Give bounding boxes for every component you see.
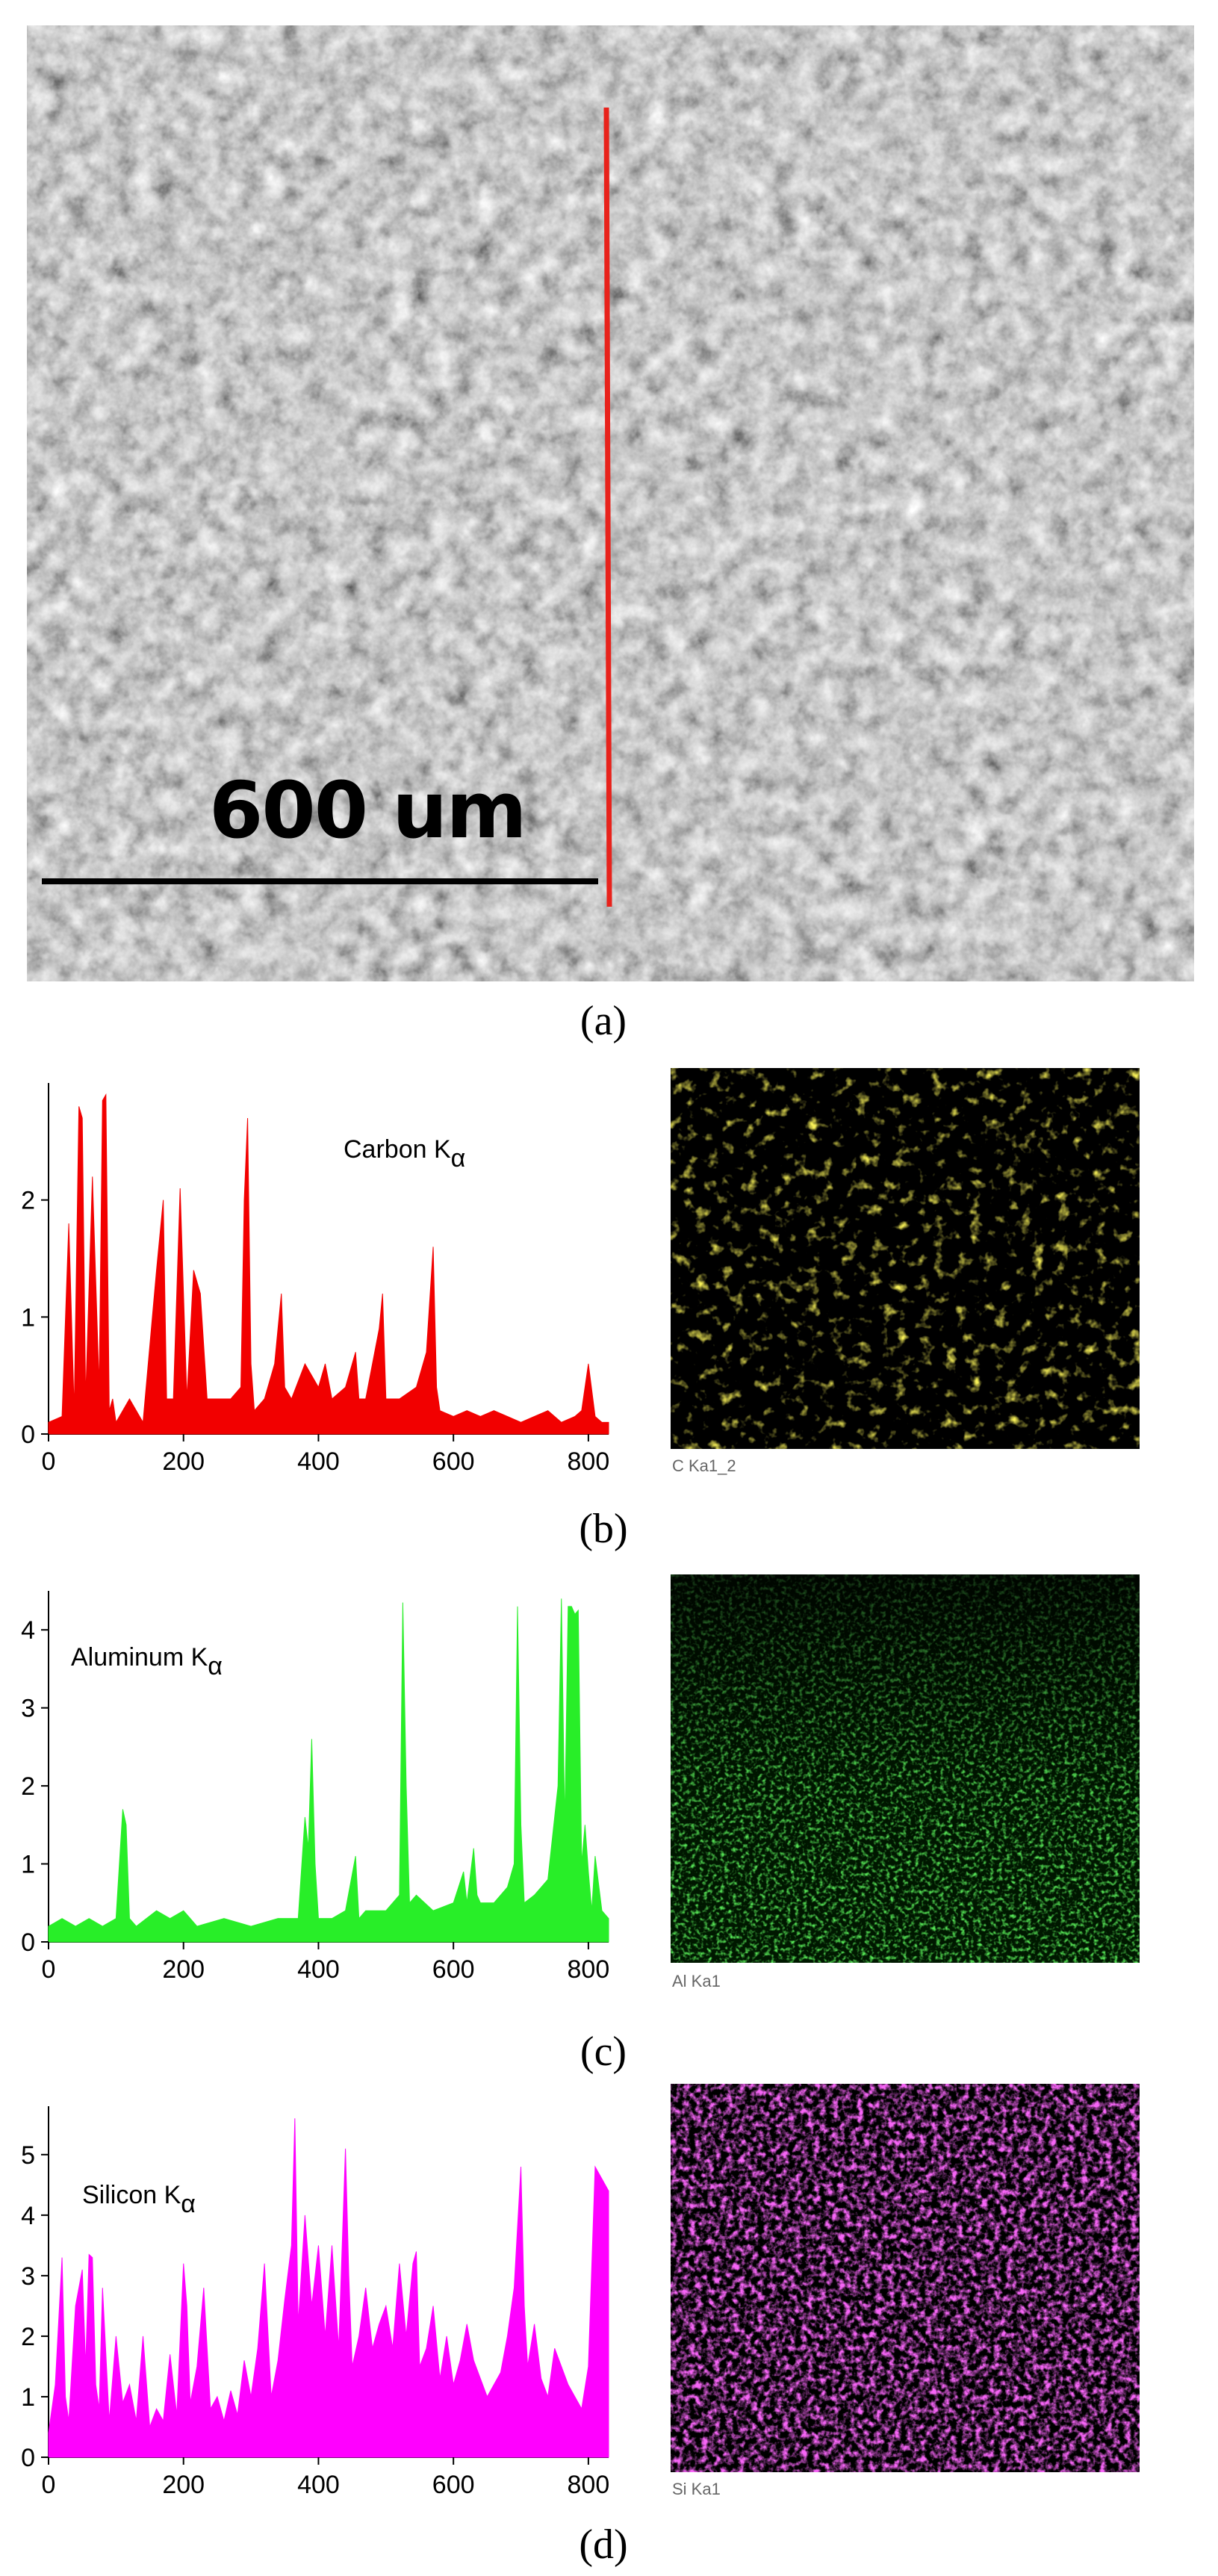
carbon-line-scan-chart: 0 1 2 0 200 400 600 800 Carbon Kα xyxy=(21,1083,610,1476)
series-label: Aluminum Kα xyxy=(71,1643,223,1680)
silicon-map-label: Si Ka1 xyxy=(672,2480,721,2498)
y-tick-label: 0 xyxy=(21,2444,35,2472)
x-tick-label: 400 xyxy=(297,2471,340,2499)
y-tick-label: 0 xyxy=(21,1421,35,1449)
silicon-map xyxy=(671,2084,1140,2472)
x-tick-label: 200 xyxy=(162,1447,205,1476)
x-tick-label: 0 xyxy=(42,1447,56,1476)
x-tick-label: 400 xyxy=(297,1447,340,1476)
y-tick-label: 4 xyxy=(21,2202,35,2230)
caption-d: (d) xyxy=(579,2521,628,2568)
aluminum-map-label: Al Ka1 xyxy=(672,1972,721,1990)
x-tick-label: 600 xyxy=(432,1955,475,1984)
y-tick-label: 3 xyxy=(21,1695,35,1723)
x-tick-label: 800 xyxy=(568,2471,610,2499)
silicon-map-image xyxy=(671,2084,1140,2472)
x-tick-label: 200 xyxy=(162,2471,205,2499)
caption-c: (c) xyxy=(580,2029,627,2075)
scale-bar-label: 600 um xyxy=(209,765,527,856)
line-scan-area xyxy=(48,2118,609,2458)
series-label-subscript: α xyxy=(451,1144,466,1173)
series-label-subscript: α xyxy=(181,2190,196,2218)
series-label: Silicon Kα xyxy=(82,2181,196,2218)
series-label-subscript: α xyxy=(208,1652,223,1680)
aluminum-map xyxy=(671,1574,1140,1963)
line-scan-marker xyxy=(603,107,612,907)
sem-micrograph xyxy=(27,25,1194,981)
x-tick-label: 600 xyxy=(432,1447,475,1476)
y-tick-label: 5 xyxy=(21,2141,35,2170)
caption-a: (a) xyxy=(580,998,627,1044)
carbon-map-image xyxy=(671,1068,1140,1449)
y-tick-label: 3 xyxy=(21,2262,35,2291)
x-tick-label: 0 xyxy=(42,1955,56,1984)
x-tick-label: 600 xyxy=(432,2471,475,2499)
caption-b: (b) xyxy=(579,1506,628,1552)
aluminum-line-scan-chart: 0 1 2 3 4 0 200 400 600 800 Aluminum Kα xyxy=(21,1591,610,1984)
carbon-map xyxy=(671,1068,1140,1449)
y-tick-label: 1 xyxy=(21,1851,35,1879)
y-tick-label: 1 xyxy=(21,2383,35,2412)
micrograph-panel: 600 um xyxy=(27,25,1194,981)
y-tick-label: 2 xyxy=(21,2323,35,2351)
x-tick-label: 0 xyxy=(42,2471,56,2499)
x-tick-label: 800 xyxy=(568,1955,610,1984)
x-tick-label: 200 xyxy=(162,1955,205,1984)
y-tick-label: 1 xyxy=(21,1303,35,1332)
line-scan-area xyxy=(48,1093,609,1435)
x-tick-label: 800 xyxy=(568,1447,610,1476)
y-tick-label: 2 xyxy=(21,1772,35,1801)
x-tick-label: 400 xyxy=(297,1955,340,1984)
aluminum-map-image xyxy=(671,1574,1140,1963)
line-scan-area xyxy=(48,1598,609,1943)
carbon-map-label: C Ka1_2 xyxy=(672,1456,736,1475)
y-tick-label: 0 xyxy=(21,1928,35,1957)
y-tick-label: 4 xyxy=(21,1616,35,1645)
y-tick-label: 2 xyxy=(21,1187,35,1215)
silicon-line-scan-chart: 0 1 2 3 4 5 0 200 400 600 800 Silicon Kα xyxy=(21,2106,610,2499)
series-label: Carbon Kα xyxy=(344,1135,465,1173)
